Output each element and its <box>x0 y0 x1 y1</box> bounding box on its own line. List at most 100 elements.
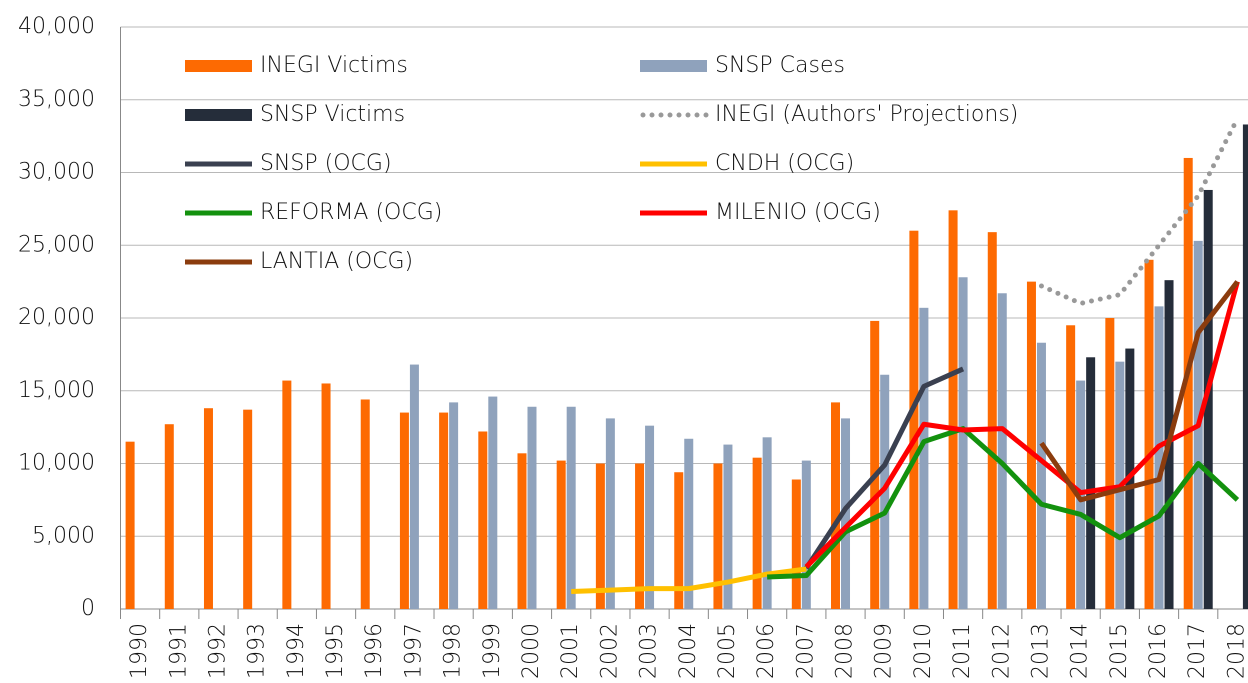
bar <box>449 402 459 609</box>
bar <box>684 438 694 609</box>
x-tick-label: 2006 <box>754 623 779 679</box>
x-tick-label: 2011 <box>950 623 975 679</box>
legend-swatch <box>185 109 252 121</box>
bar <box>399 412 409 609</box>
line <box>804 366 965 570</box>
x-tick-label: 2018 <box>1224 623 1248 679</box>
x-tick-label: 1996 <box>362 623 387 679</box>
x-tick-label: 1991 <box>166 623 191 679</box>
legend-label: CNDH (OCG) <box>715 151 854 176</box>
bar <box>605 418 615 609</box>
bar <box>1144 259 1154 609</box>
legend-item: SNSP (OCG) <box>185 151 392 176</box>
x-tick-label: 2001 <box>558 623 583 679</box>
x-tick-label: 1994 <box>284 623 309 679</box>
x-tick-label: 2004 <box>676 623 701 679</box>
bar <box>478 431 488 609</box>
bar <box>987 232 997 609</box>
y-tick-label: 25,000 <box>18 232 95 257</box>
bar <box>125 441 135 609</box>
x-tick-label: 2000 <box>519 623 544 679</box>
bar <box>556 460 566 609</box>
legend-label: LANTIA (OCG) <box>260 249 413 274</box>
legend-label: INEGI Victims <box>260 53 408 78</box>
legend-item: LANTIA (OCG) <box>185 249 413 274</box>
y-tick-label: 5,000 <box>32 523 95 548</box>
bar <box>1066 325 1076 609</box>
x-tick-label: 2009 <box>872 623 897 679</box>
x-tick-label: 2002 <box>597 623 622 679</box>
x-tick-label: 1999 <box>480 623 505 679</box>
x-tick-label: 2013 <box>1028 623 1053 679</box>
x-tick-label: 1993 <box>245 623 270 679</box>
line <box>571 566 807 595</box>
legend-label: REFORMA (OCG) <box>260 200 442 225</box>
bar <box>1105 318 1115 609</box>
bar <box>645 425 655 609</box>
bar <box>1242 124 1248 610</box>
y-tick-label: 40,000 <box>18 14 95 39</box>
x-tick-label: 2008 <box>833 623 858 679</box>
x-tick-label: 2015 <box>1107 623 1132 679</box>
legend-swatch <box>640 60 707 72</box>
x-tick-label: 2010 <box>911 623 936 679</box>
bar <box>566 406 576 609</box>
x-tick-label: 2016 <box>1146 623 1171 679</box>
y-tick-label: 15,000 <box>18 378 95 403</box>
x-tick-label: 2014 <box>1068 623 1093 679</box>
bar <box>713 463 723 609</box>
bar <box>635 463 645 609</box>
bar <box>1183 157 1193 609</box>
bar <box>723 444 733 609</box>
legend-label: INEGI (Authors' Projections) <box>715 102 1018 127</box>
x-tick-label: 1990 <box>127 623 152 679</box>
y-tick-label: 0 <box>81 596 95 621</box>
legend-label: MILENIO (OCG) <box>715 200 881 225</box>
x-tick-label: 2017 <box>1185 623 1210 679</box>
bar <box>752 457 762 609</box>
y-tick-label: 30,000 <box>18 160 95 185</box>
y-tick-label: 20,000 <box>18 305 95 330</box>
bar <box>997 293 1007 609</box>
bar <box>439 412 449 609</box>
legend-item: SNSP Cases <box>640 53 845 78</box>
x-tick-label: 1997 <box>401 623 426 679</box>
x-tick-label: 1995 <box>323 623 348 679</box>
y-tick-label: 35,000 <box>18 87 95 112</box>
bar <box>831 402 841 609</box>
x-tick-label: 2012 <box>989 623 1014 679</box>
legend-item: INEGI Victims <box>185 53 408 78</box>
line <box>1039 280 1240 503</box>
legend-item: SNSP Victims <box>185 102 405 127</box>
legend-item: CNDH (OCG) <box>640 151 854 176</box>
bar <box>595 463 605 609</box>
line <box>804 280 1240 569</box>
legend-item: MILENIO (OCG) <box>640 200 881 225</box>
bar <box>919 307 929 609</box>
bar <box>360 399 370 609</box>
bar <box>203 408 213 609</box>
legend-item: INEGI (Authors' Projections) <box>640 102 1018 127</box>
bar <box>909 230 919 609</box>
y-tick-label: 10,000 <box>18 451 95 476</box>
bar <box>801 460 811 609</box>
bar <box>1154 306 1164 609</box>
legend-label: SNSP (OCG) <box>260 151 392 176</box>
x-tick-label: 1992 <box>205 623 230 679</box>
bar <box>1203 189 1213 609</box>
bar <box>1086 357 1096 609</box>
bar <box>948 210 958 609</box>
bar <box>1036 342 1046 609</box>
line <box>1038 116 1240 306</box>
bar <box>762 437 772 609</box>
bar <box>517 453 527 609</box>
x-tick-label: 2003 <box>637 623 662 679</box>
line <box>767 426 1240 580</box>
bar <box>841 418 851 609</box>
bar <box>488 396 498 609</box>
bar <box>527 406 537 609</box>
bar <box>282 380 292 609</box>
bar <box>674 472 684 609</box>
bar <box>243 409 253 609</box>
